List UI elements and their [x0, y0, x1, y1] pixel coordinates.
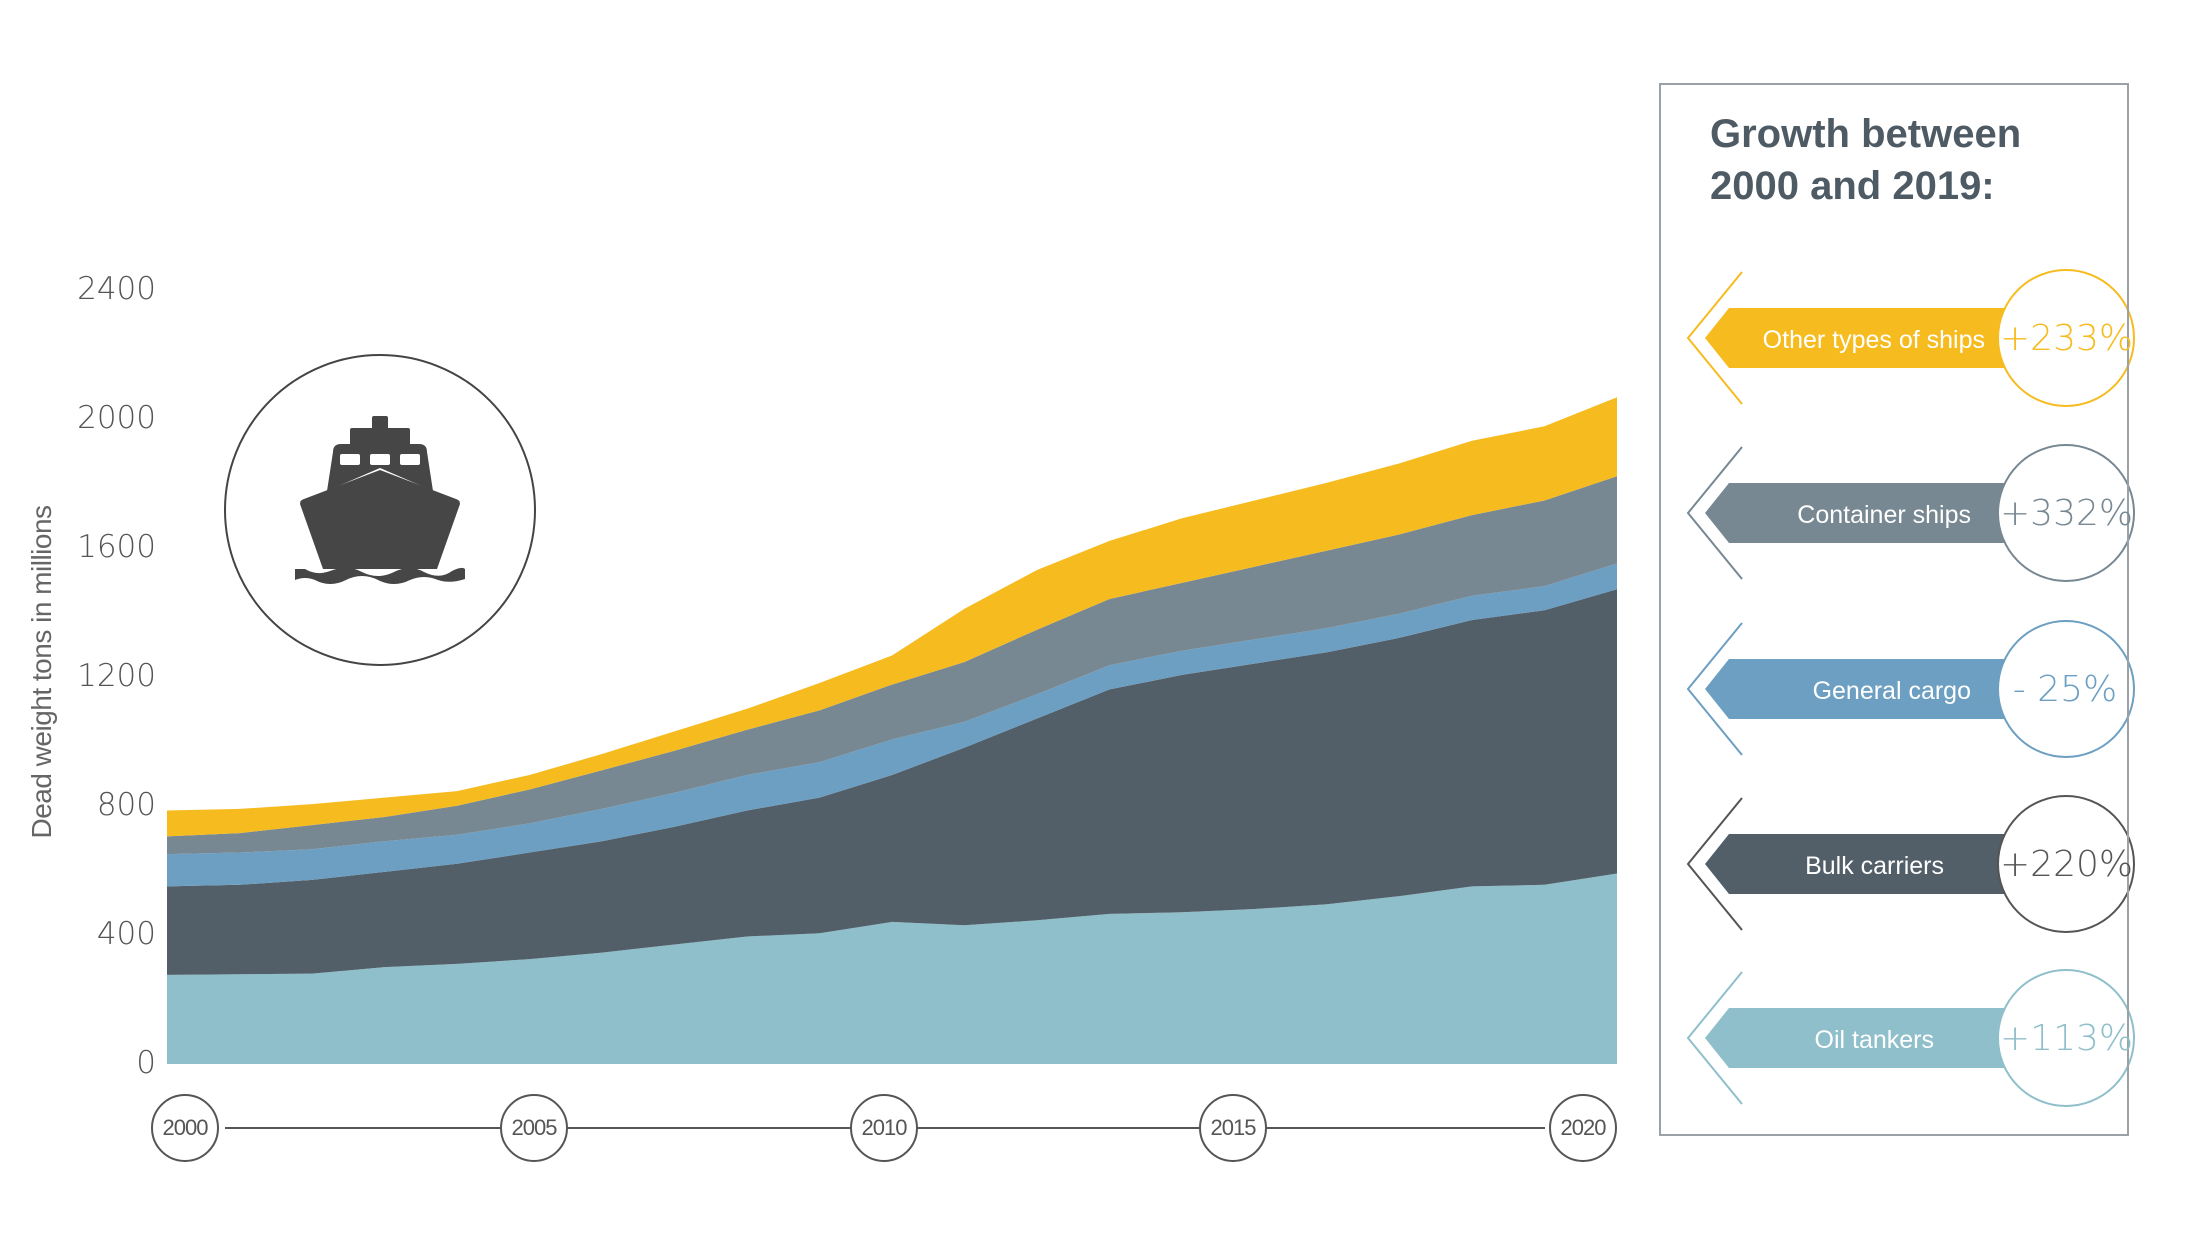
legend-pct-circle	[1997, 444, 2135, 582]
y-tick-2000: 2000	[77, 400, 156, 436]
area-bulk-carriers	[167, 589, 1617, 975]
legend-label-bulk: Bulk carriers	[1805, 852, 1944, 880]
chevron-left-icon	[1686, 622, 1743, 756]
area-other-types-of-ships	[167, 397, 1617, 837]
legend-pct-circle	[1997, 969, 2135, 1107]
ship-badge	[224, 354, 536, 666]
chart-areas	[167, 397, 1617, 1064]
chevron-left-icon	[1686, 971, 1743, 1105]
y-tick-800: 800	[96, 787, 156, 823]
legend-pct-circle	[1997, 620, 2135, 758]
legend-label-oil: Oil tankers	[1814, 1026, 1934, 1054]
legend-pct-container: +332%	[2000, 493, 2134, 534]
y-axis-label: Dead weight tons in millions	[26, 505, 57, 839]
x-tick-2020: 2020	[1560, 1115, 1607, 1140]
area-general-cargo	[167, 563, 1617, 887]
legend-label-container: Container ships	[1797, 501, 1971, 529]
legend-arrow-band	[1705, 659, 2010, 719]
y-tick-1600: 1600	[77, 529, 156, 565]
chevron-left-icon	[1686, 446, 1743, 580]
y-tick-0: 0	[136, 1045, 156, 1081]
legend-title: Growth between 2000 and 2019:	[1710, 108, 2021, 212]
ship-icon	[295, 416, 465, 584]
legend-label-general-cargo: General cargo	[1812, 677, 1971, 705]
legend-arrow-band	[1705, 834, 2010, 894]
x-tick-2010: 2010	[861, 1115, 908, 1140]
legend-arrow-band	[1705, 308, 2010, 368]
legend-pct-other: +233%	[2000, 318, 2134, 359]
legend-pct-circle	[1997, 269, 2135, 407]
x-axis-timeline	[151, 1094, 1617, 1162]
legend-panel	[1659, 83, 2129, 1136]
chevron-left-icon	[1686, 797, 1743, 931]
legend-arrow-band	[1705, 1008, 2010, 1068]
legend-label-other: Other types of ships	[1762, 326, 1985, 354]
legend-arrows	[1686, 269, 2135, 1107]
area-container-ships	[167, 476, 1617, 855]
legend-title-line2: 2000 and 2019:	[1710, 164, 1995, 208]
x-tick-2015: 2015	[1210, 1115, 1257, 1140]
y-tick-1200: 1200	[77, 658, 156, 694]
legend-pct-bulk: +220%	[2000, 844, 2134, 885]
legend-pct-oil: +113%	[2000, 1018, 2134, 1059]
y-tick-400: 400	[96, 916, 156, 952]
legend-title-line1: Growth between	[1710, 112, 2022, 156]
chevron-left-icon	[1686, 271, 1743, 405]
x-tick-2005: 2005	[511, 1115, 558, 1140]
legend-pct-circle	[1997, 795, 2135, 933]
legend-pct-general-cargo: - 25%	[2012, 669, 2118, 710]
y-tick-2400: 2400	[77, 271, 156, 307]
legend-arrow-band	[1705, 483, 2010, 543]
x-tick-2000: 2000	[162, 1115, 209, 1140]
area-oil-tankers	[167, 873, 1617, 1064]
